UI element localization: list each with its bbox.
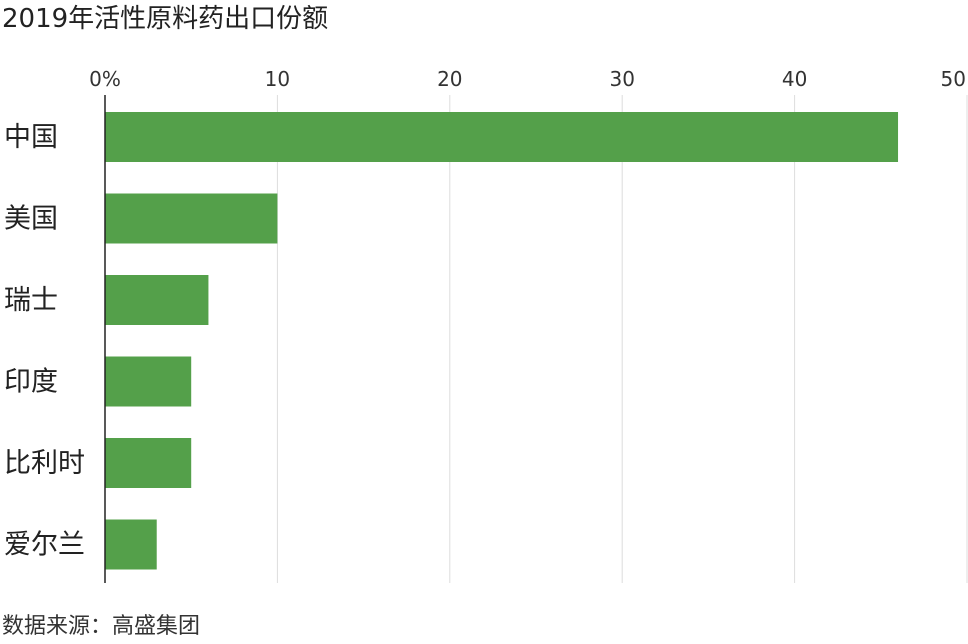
bar (105, 275, 209, 325)
x-tick-label: 20 (437, 67, 462, 91)
category-label: 比利时 (4, 448, 85, 479)
x-tick-label: 40 (782, 67, 807, 91)
bar (105, 193, 278, 244)
category-label: 中国 (4, 122, 58, 153)
bar (105, 112, 899, 162)
x-tick-label: 0% (89, 67, 121, 91)
source-note: 数据来源：高盛集团 (2, 614, 201, 639)
bar (105, 438, 192, 488)
chart-title: 2019年活性原料药出口份额 (2, 4, 329, 34)
x-tick-label: 50 (941, 67, 966, 91)
bar (105, 356, 192, 407)
category-label: 爱尔兰 (4, 530, 85, 561)
bars (105, 112, 899, 570)
bar (105, 519, 157, 570)
x-tick-label: 10 (265, 67, 290, 91)
x-tick-label: 30 (609, 67, 634, 91)
category-label: 美国 (4, 204, 58, 235)
category-label: 瑞士 (4, 285, 58, 316)
x-axis-ticks: 0% 10 20 30 40 50 (89, 67, 966, 91)
grid-lines (276, 95, 968, 583)
category-label: 印度 (4, 367, 58, 398)
